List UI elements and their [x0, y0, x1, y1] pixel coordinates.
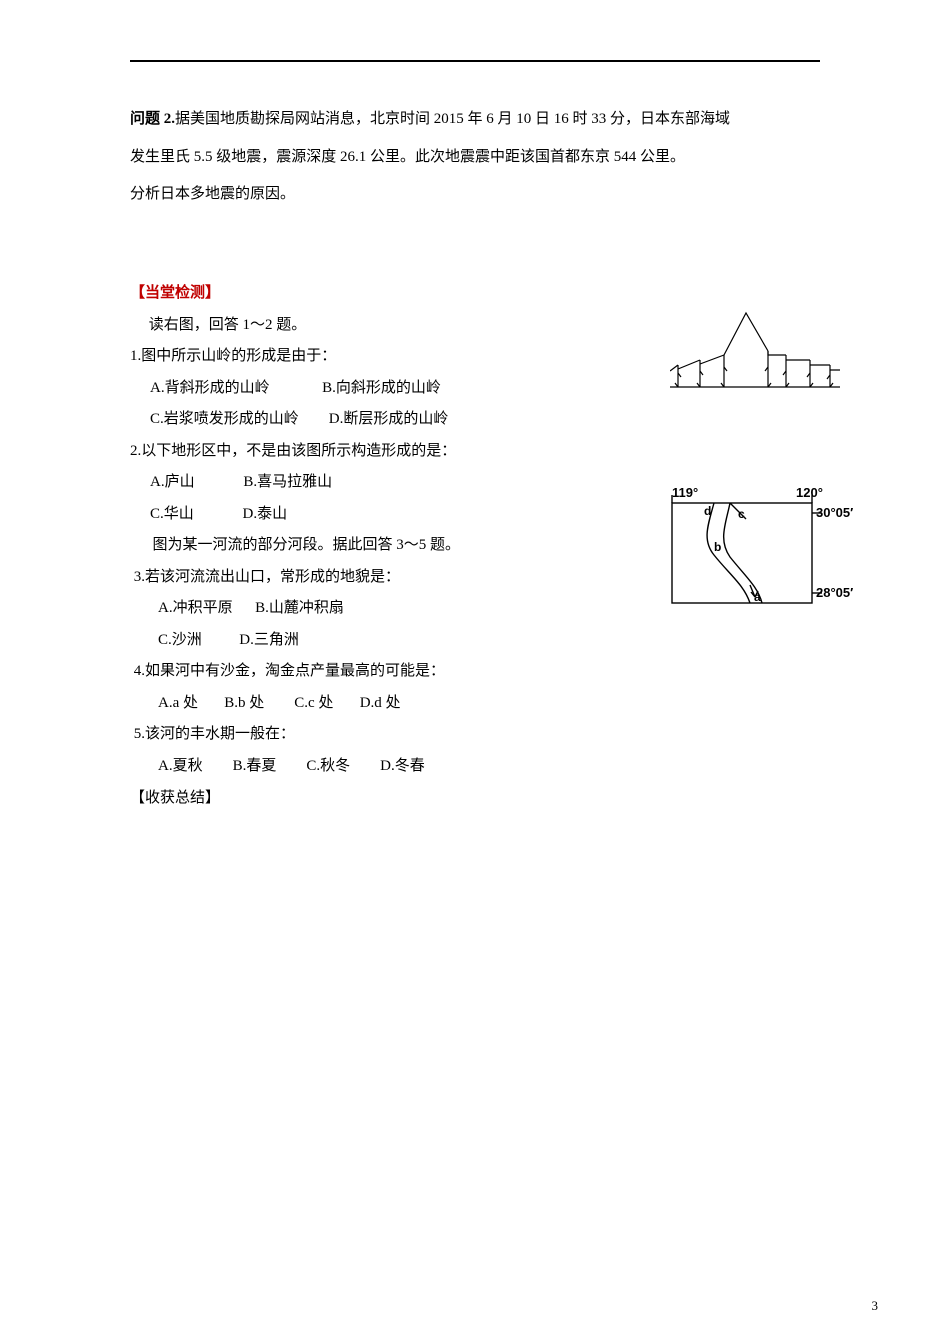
q1-row2: C.岩浆喷发形成的山岭 D.断层形成的山岭	[130, 404, 820, 436]
q3-optA: A.冲积平原	[158, 600, 233, 616]
q2-optA: A.庐山	[150, 474, 195, 490]
section-summary-heading: 【收获总结】	[130, 786, 820, 807]
q1-optD: D.断层形成的山岭	[329, 411, 449, 427]
q2-optB: B.喜马拉雅山	[243, 474, 332, 490]
q5-optB: B.春夏	[233, 758, 277, 774]
fig2-lon-left: 119°	[672, 485, 698, 500]
q5-row: A.夏秋 B.春夏 C.秋冬 D.冬春	[130, 751, 820, 783]
q2-stem: 2.以下地形区中，不是由该图所示构造形成的是：	[130, 436, 820, 468]
problem2-label: 问题 2.	[130, 111, 175, 127]
q4-optD: D.d 处	[360, 695, 401, 711]
q5-optA: A.夏秋	[158, 758, 203, 774]
q5-stem: 5.该河的丰水期一般在：	[130, 719, 820, 751]
q3-row2: C.沙洲 D.三角洲	[130, 625, 820, 657]
q2-optD: D.泰山	[243, 506, 288, 522]
fig2-label-d: d	[704, 504, 711, 518]
q2-optC: C.华山	[150, 506, 194, 522]
section-test-heading: 【当堂检测】	[130, 281, 820, 302]
problem2-line3: 分析日本多地震的原因。	[130, 179, 820, 211]
q4-optB: B.b 处	[224, 695, 264, 711]
q5-optD: D.冬春	[380, 758, 425, 774]
problem2-para: 问题 2.据美国地质勘探局网站消息，北京时间 2015 年 6 月 10 日 1…	[130, 104, 820, 136]
problem2-line1: 据美国地质勘探局网站消息，北京时间 2015 年 6 月 10 日 16 时 3…	[175, 111, 730, 127]
q3-optD: D.三角洲	[239, 632, 299, 648]
q3-optC: C.沙洲	[158, 632, 202, 648]
q1-optC: C.岩浆喷发形成的山岭	[150, 411, 299, 427]
q1-optB: B.向斜形成的山岭	[322, 380, 441, 396]
fig2-lat-top: 30°05′	[816, 505, 853, 520]
fig2-label-b: b	[714, 540, 721, 554]
top-rule	[130, 60, 820, 62]
q3-optB: B.山麓冲积扇	[255, 600, 344, 616]
figure-fault-mountain	[670, 305, 840, 395]
fig2-lat-bottom: 28°05′	[816, 585, 853, 600]
fig2-label-c: c	[738, 507, 745, 521]
q5-optC: C.秋冬	[306, 758, 350, 774]
page-number: 3	[872, 1298, 879, 1314]
fig2-label-a: a	[754, 590, 761, 604]
q1-optA: A.背斜形成的山岭	[150, 380, 270, 396]
figure-river-map: 119° 120° 30°05′ 28°05′ a b c d	[658, 485, 858, 625]
fig2-lon-right: 120°	[796, 485, 823, 500]
q4-row: A.a 处 B.b 处 C.c 处 D.d 处	[130, 688, 820, 720]
q4-optC: C.c 处	[294, 695, 333, 711]
problem2-line2: 发生里氏 5.5 级地震，震源深度 26.1 公里。此次地震震中距该国首都东京 …	[130, 142, 820, 174]
q4-stem: 4.如果河中有沙金，淘金点产量最高的可能是：	[130, 656, 820, 688]
q4-optA: A.a 处	[158, 695, 198, 711]
